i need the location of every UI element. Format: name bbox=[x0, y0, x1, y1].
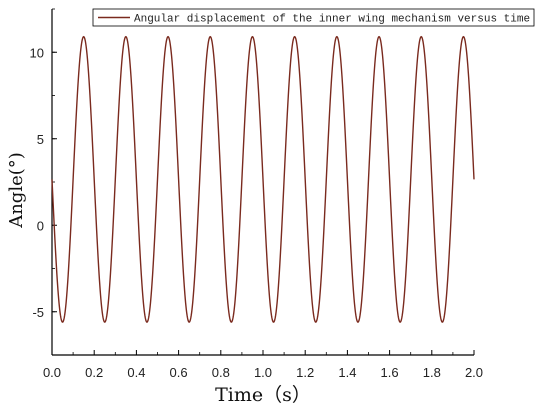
legend-label: Angular displacement of the inner wing m… bbox=[134, 14, 530, 26]
y-tick-label: 10 bbox=[30, 45, 44, 60]
x-ticks-group: 0.0 0.2 0.4 0.6 0.8 1.0 1.2 1.4 1.6 1.8 2.0 bbox=[43, 350, 483, 380]
y-tick-label: 0 bbox=[37, 218, 44, 233]
y-ticks-group: -5 0 5 10 bbox=[30, 8, 57, 356]
series-line-angular-displacement bbox=[51, 35, 475, 323]
x-tick-label: 1.0 bbox=[254, 365, 272, 380]
y-tick-label: -5 bbox=[32, 305, 44, 320]
x-tick-label: 1.6 bbox=[381, 365, 399, 380]
x-tick-label: 0.6 bbox=[170, 365, 188, 380]
y-axis-title: Angle(°) bbox=[6, 152, 27, 229]
x-axis-title: Time（s） bbox=[215, 384, 311, 406]
x-tick-label: 0.0 bbox=[43, 365, 61, 380]
x-tick-label: 2.0 bbox=[465, 365, 483, 380]
x-tick-label: 1.2 bbox=[296, 365, 314, 380]
x-tick-label: 0.8 bbox=[212, 365, 230, 380]
y-tick-label: 5 bbox=[37, 132, 44, 147]
x-tick-label: 1.4 bbox=[338, 365, 356, 380]
legend: Angular displacement of the inner wing m… bbox=[92, 8, 535, 27]
legend-box bbox=[92, 8, 535, 27]
x-tick-label: 1.8 bbox=[423, 365, 441, 380]
x-tick-label: 0.2 bbox=[85, 365, 103, 380]
x-tick-label: 0.4 bbox=[127, 365, 145, 380]
